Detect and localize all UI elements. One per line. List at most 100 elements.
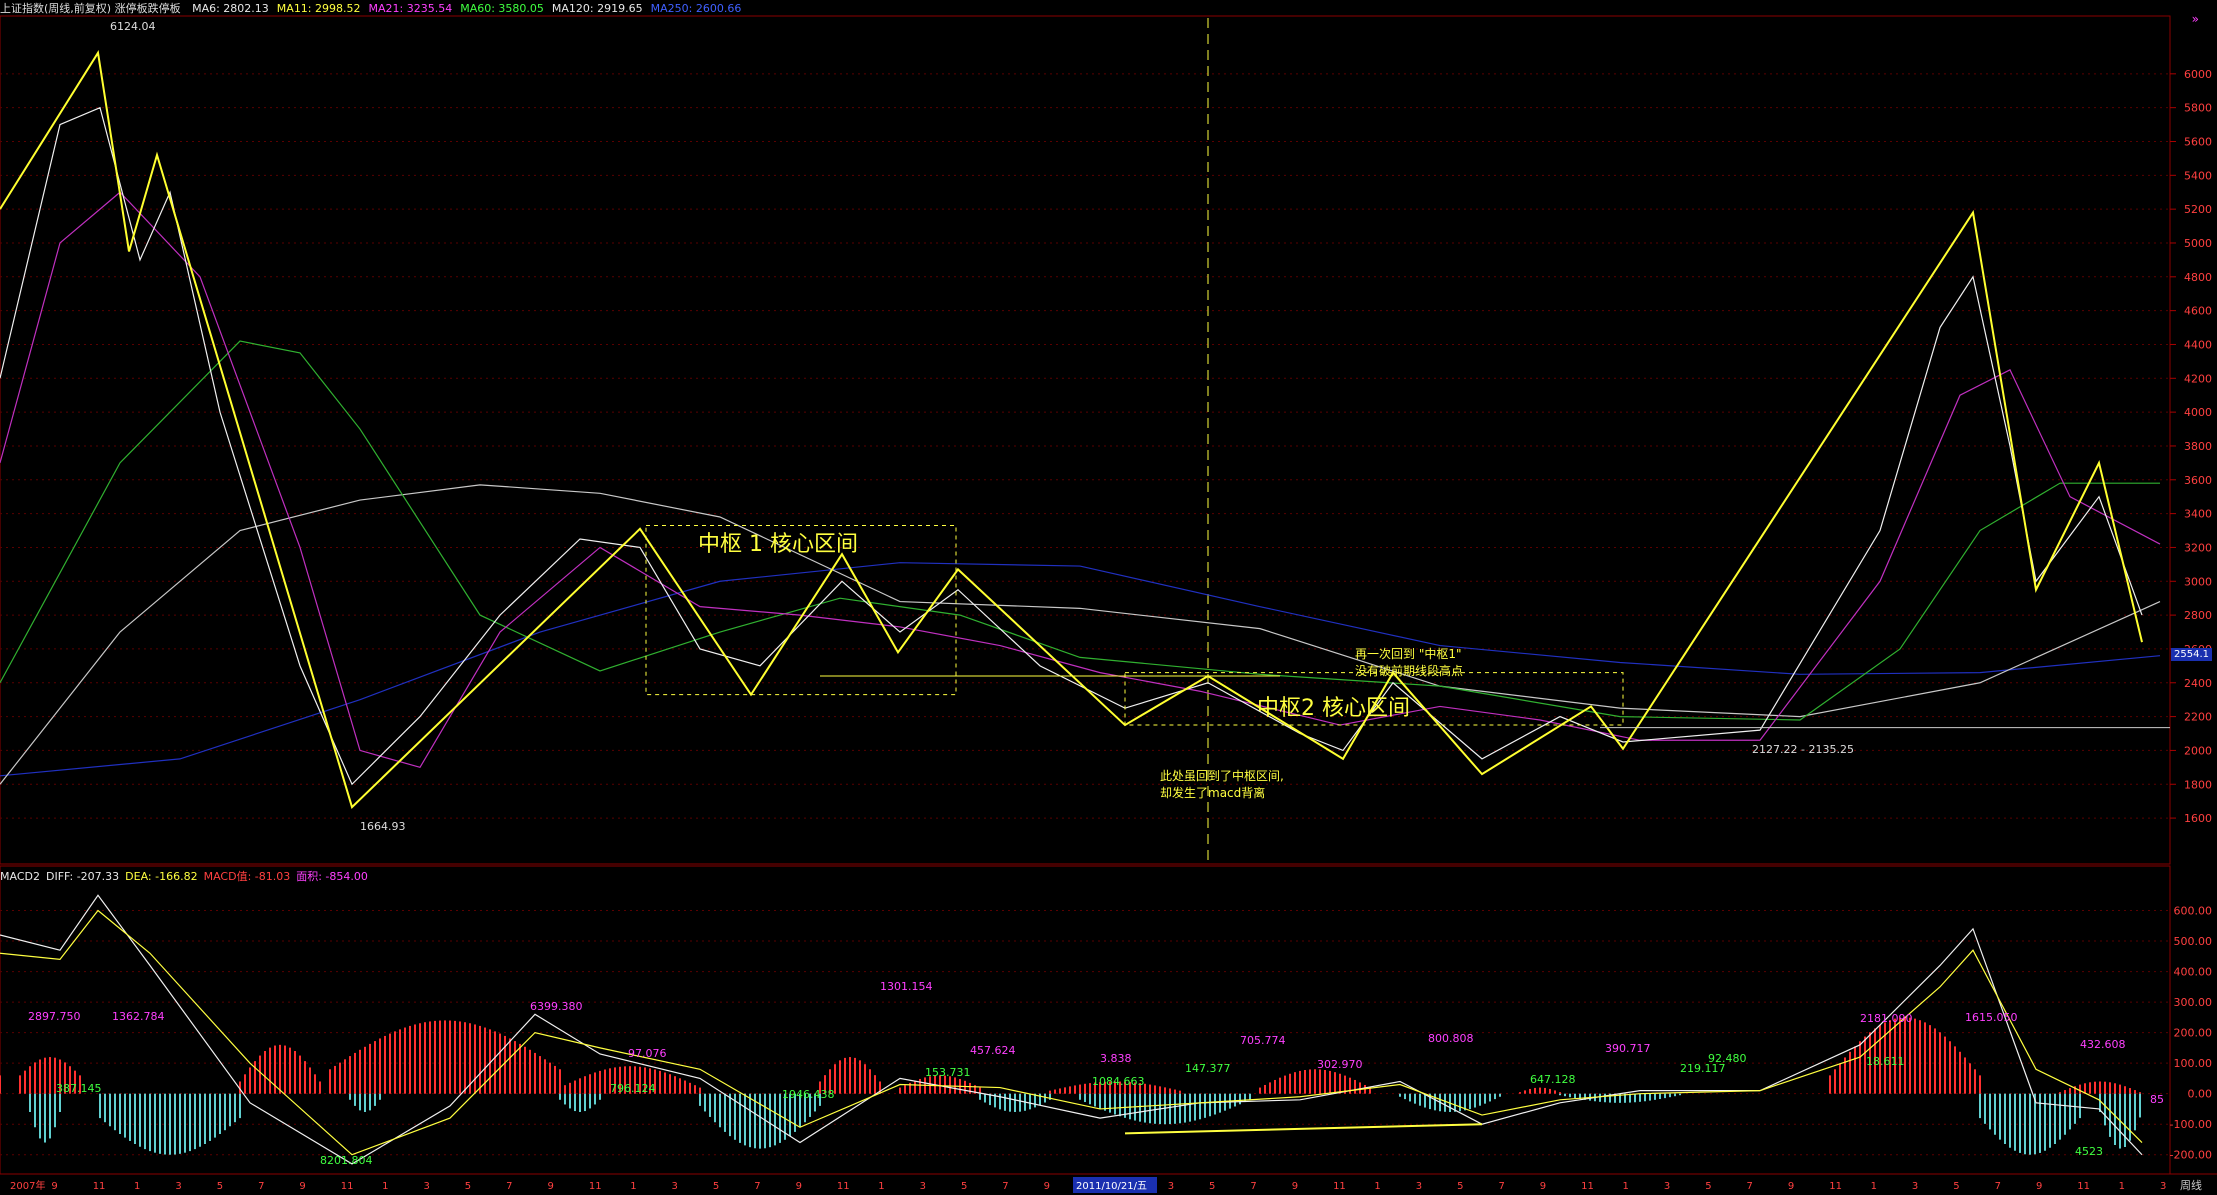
macd-value-label: 705.774 [1240, 1034, 1286, 1047]
y-tick-label: 6000 [2184, 68, 2212, 81]
macd-value-label: 8201.804 [320, 1154, 373, 1167]
x-tick-label: 5 [1209, 1181, 1215, 1192]
x-tick-label: 3 [1416, 1181, 1422, 1192]
macd-tick-label: 300.00 [2174, 996, 2213, 1009]
range-label: 2127.22 - 2135.25 [1752, 743, 1854, 756]
x-tick-label: 3 [175, 1181, 181, 1192]
x-tick-label: 11 [1581, 1181, 1594, 1192]
macd-value-label: 1084.663 [1092, 1075, 1145, 1088]
y-tick-label: 1800 [2184, 778, 2212, 791]
macd-legend-item: DEA: -166.82 [125, 870, 198, 883]
x-tick-label: 5 [1705, 1181, 1711, 1192]
x-tick-label: 7 [754, 1181, 760, 1192]
macd-panel-border [0, 865, 2171, 1175]
y-tick-label: 5000 [2184, 237, 2212, 250]
macd-histogram [0, 894, 2143, 1165]
macd-legend-item: MACD值: -81.03 [203, 870, 291, 883]
macd-value-label: 1615.050 [1965, 1011, 2018, 1024]
macd-value-label: 1946.438 [782, 1088, 835, 1101]
macd-legend-item: MACD2 [0, 870, 40, 883]
macd-value-label: 387.145 [56, 1082, 102, 1095]
x-tick-label: 1 [2119, 1181, 2125, 1192]
x-tick-label: 1 [630, 1181, 636, 1192]
zigzag-price-line [0, 50, 2143, 809]
macd-value-label: 97.076 [628, 1047, 667, 1060]
y-tick-label: 2400 [2184, 677, 2212, 690]
macd-value-label: 647.128 [1530, 1073, 1576, 1086]
macd-value-label: 92.480 [1708, 1052, 1747, 1065]
x-tick-label: 3 [672, 1181, 678, 1192]
y-tick-label: 1600 [2184, 812, 2212, 825]
x-tick-label: 11 [1829, 1181, 1842, 1192]
macd-value-label: 796.124 [610, 1082, 656, 1095]
zigzag-lines [0, 50, 2170, 809]
ma-legend: MA6: 2802.13 MA11: 2998.52 MA21: 3235.54 MA… [192, 2, 749, 15]
x-tick-label: 11 [93, 1181, 106, 1192]
x-tick-label: 1 [382, 1181, 388, 1192]
y-tick-label: 5600 [2184, 135, 2212, 148]
x-tick-label: 9 [1540, 1181, 1546, 1192]
y-tick-label: 3800 [2184, 440, 2212, 453]
macd-tick-label: -200.00 [2170, 1149, 2212, 1162]
expand-icon[interactable]: » [2191, 12, 2199, 26]
macd-header: MACD2 DIFF: -207.33 DEA: -166.82 MACD值: -81… [0, 868, 374, 884]
zone2-label: 中枢2 核心区间 [1257, 696, 1410, 721]
x-tick-label: 9 [1788, 1181, 1794, 1192]
x-tick-label: 5 [217, 1181, 223, 1192]
macd-value-label: 2181.090 [1860, 1012, 1913, 1025]
y-tick-label: 2800 [2184, 609, 2212, 622]
x-tick-label: 11 [837, 1181, 850, 1192]
ma-line-ma250 [0, 562, 2161, 777]
x-tick-label: 7 [1250, 1181, 1256, 1192]
macd-value-label: 4523 [2075, 1145, 2103, 1158]
ma-legend-item: MA250: 2600.66 [650, 2, 742, 15]
macd-legend-item: 面积: -854.00 [296, 870, 368, 883]
x-tick-label: 7 [1995, 1181, 2001, 1192]
ma-legend-item: MA11: 2998.52 [276, 2, 361, 15]
x-tick-label: 9 [51, 1181, 57, 1192]
macd-tick-label: 600.00 [2174, 905, 2213, 918]
x-tick-label: 7 [258, 1181, 264, 1192]
low-price-label: 1664.93 [360, 820, 406, 833]
y-tick-label: 4000 [2184, 406, 2212, 419]
macd-diff-line [0, 894, 2143, 1165]
macd-value-label: 219.117 [1680, 1062, 1726, 1075]
y-tick-label: 4800 [2184, 271, 2212, 284]
note-return-zone1: 再一次回到 "中枢1" 没有破前期线段高点 [1355, 647, 1464, 678]
x-tick-label: 11 [1333, 1181, 1346, 1192]
ma-lines [0, 106, 2161, 786]
x-tick-label: 7 [1002, 1181, 1008, 1192]
ma-line-ma21 [0, 191, 2161, 769]
macd-value-label: 390.717 [1605, 1042, 1651, 1055]
macd-divergence-line [1124, 1123, 1483, 1135]
y-tick-label: 4600 [2184, 305, 2212, 318]
x-tick-label: 11 [2077, 1181, 2090, 1192]
macd-value-label: 2897.750 [28, 1010, 81, 1023]
macd-tick-label: 0.00 [2188, 1088, 2213, 1101]
x-tick-label: 3 [423, 1181, 429, 1192]
macd-value-label: 457.624 [970, 1044, 1016, 1057]
macd-value-label: 432.608 [2080, 1038, 2126, 1051]
central-zone-boxes [645, 524, 1624, 726]
x-tick-label: 5 [1457, 1181, 1463, 1192]
x-tick-label: 7 [1747, 1181, 1753, 1192]
macd-value-label: 1362.784 [112, 1010, 165, 1023]
x-tick-label: 5 [465, 1181, 471, 1192]
macd-value-label: 1301.154 [880, 980, 933, 993]
macd-value-label: 147.377 [1185, 1062, 1231, 1075]
ma-line-ma6 [0, 106, 2143, 786]
macd-tick-label: 500.00 [2174, 935, 2213, 948]
chart-header: 上证指数(周线,前复权) 涨停板跌停板 MA6: 2802.13 MA11: 29… [0, 0, 757, 16]
x-tick-label: 11 [341, 1181, 354, 1192]
ma-line-ma60 [0, 340, 2160, 721]
x-tick-label: 9 [2036, 1181, 2042, 1192]
y-tick-label: 4400 [2184, 338, 2212, 351]
y-tick-label: 3200 [2184, 541, 2212, 554]
x-highlight-label: 2011/10/21/五 [1076, 1181, 1147, 1192]
x-unit-label: 周线 [2180, 1178, 2202, 1192]
macd-tick-label: 400.00 [2174, 966, 2213, 979]
x-tick-label: 3 [920, 1181, 926, 1192]
macd-dea-line [0, 909, 2143, 1156]
y-tick-label: 2200 [2184, 711, 2212, 724]
